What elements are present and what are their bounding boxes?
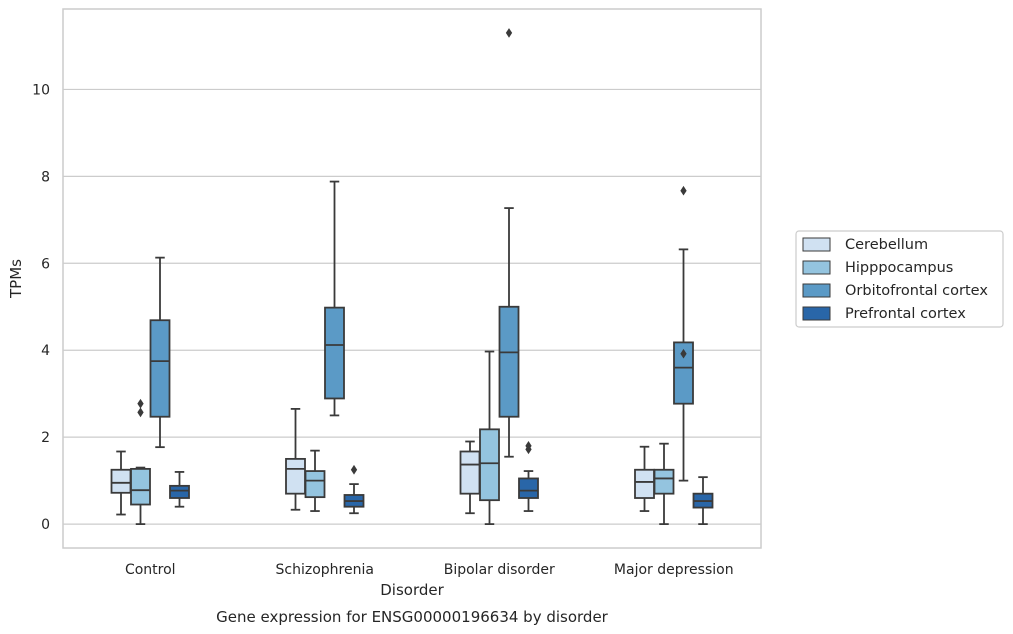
outlier-point [680,185,687,196]
outlier-point [680,348,687,359]
series-orbitofrontal-cortex [149,28,694,482]
y-tick-label: 2 [41,430,50,446]
outlier-point [137,407,144,418]
box-iqr [518,477,539,499]
box-iqr [169,484,190,499]
x-tick-label: Schizophrenia [276,562,374,578]
box-iqr [459,450,481,495]
y-tick-label: 0 [41,517,50,533]
legend-label: Hipppocampus [845,260,953,276]
box [692,476,714,525]
y-tick-label: 4 [41,343,50,359]
series-hipppocampus [130,350,675,525]
legend-item: Prefrontal cortex [802,306,966,322]
outlier-point [525,441,532,451]
legend-item: Orbitofrontal cortex [802,283,988,299]
legend-frame [795,230,1004,328]
y-tick-label: 8 [41,169,50,185]
box-series [110,28,714,525]
box-iqr [498,305,520,418]
y-tick-label: 10 [32,82,50,98]
y-axis-label: TPMs [7,259,25,299]
box [459,440,481,515]
legend: Cerebellum Hipppocampus Orbitofrontal cort… [795,230,1004,328]
x-tick-label: Control [125,562,176,578]
plot-frame [62,8,762,549]
box [673,185,694,482]
box [149,256,171,449]
box [498,28,520,458]
box [110,450,132,516]
x-tick-label: Major depression [614,562,734,578]
legend-swatch [802,306,831,321]
box [343,464,365,515]
box [285,408,306,511]
box [324,180,345,417]
x-tick-labels: Control Schizophrenia Bipolar disorder Majo… [125,562,734,578]
box [518,441,539,512]
box [653,442,675,525]
legend-label: Prefrontal cortex [845,306,966,322]
y-tick-label: 6 [41,256,50,272]
legend-swatch [802,260,831,275]
legend-swatch [802,283,831,298]
box [304,449,326,512]
box-iqr [324,306,345,400]
legend-label: Cerebellum [845,237,928,253]
legend-swatch [802,237,831,252]
box [634,445,655,512]
chart-caption: Gene expression for ENSG00000196634 by d… [216,608,609,626]
series-cerebellum [110,408,655,516]
box-iqr [110,468,132,494]
box-iqr [304,470,326,499]
legend-item: Cerebellum [802,237,928,253]
outlier-point [350,464,358,475]
outlier-point [137,398,144,409]
legend-item: Hipppocampus [802,260,953,276]
box [169,471,190,508]
x-tick-label: Bipolar disorder [444,562,555,578]
box-iqr [673,341,694,405]
grid-lines [63,88,761,525]
box [479,350,500,525]
x-axis-label: Disorder [380,581,444,599]
box [130,398,151,525]
outlier-point [505,28,513,38]
box-iqr [130,467,151,506]
legend-label: Orbitofrontal cortex [845,283,988,299]
box-iqr [653,468,675,495]
box-iqr [634,468,655,499]
y-tick-labels: 0 2 4 6 8 10 [32,82,50,533]
series-prefrontal-cortex [169,441,714,525]
box-iqr [285,457,306,495]
box-iqr [149,319,171,418]
box-iqr [479,428,500,502]
